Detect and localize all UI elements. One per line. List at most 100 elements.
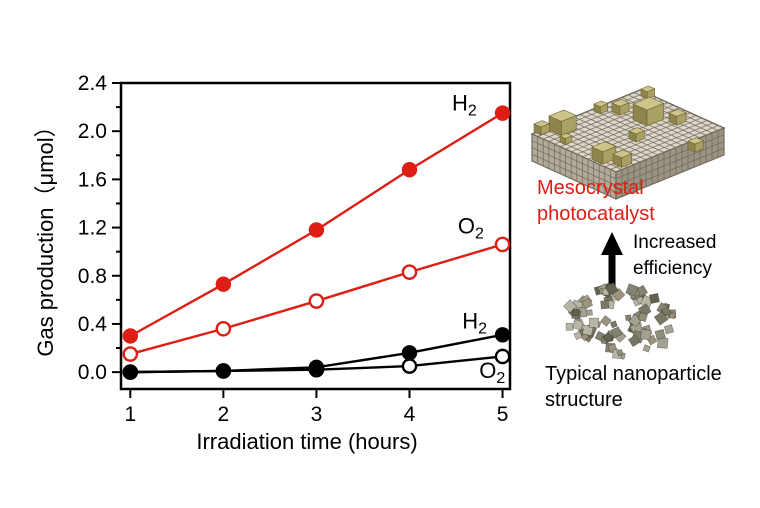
data-point — [494, 327, 511, 343]
increased-efficiency-caption: Increased efficiency — [633, 230, 716, 282]
cube-top-face — [593, 100, 609, 108]
data-point — [494, 236, 511, 253]
cube-top-face — [611, 98, 630, 107]
nanoparticle-cube — [625, 283, 639, 297]
data-point — [308, 359, 325, 376]
slab-grid-line — [531, 140, 617, 180]
cube-top-face — [628, 127, 646, 135]
slab-grid-line — [537, 131, 623, 170]
nanoparticle-cube — [604, 282, 619, 296]
series-label-h2-mesocrystal: H2 — [452, 90, 477, 119]
mesocrystal-cube — [632, 96, 665, 127]
mesocrystal-cube — [591, 141, 617, 165]
nanoparticle-cube — [582, 324, 594, 337]
nanoparticle-cube — [609, 320, 618, 329]
nanoparticle-cube — [610, 326, 623, 339]
data-point — [215, 276, 232, 292]
nanoparticle-cube — [668, 312, 676, 320]
nanoparticle-cube — [654, 328, 666, 341]
slab-grid-line — [579, 114, 665, 153]
nanoparticle-caption: Typical nanoparticle structure — [545, 361, 722, 413]
slab-grid-line — [591, 109, 677, 148]
data-point — [401, 162, 418, 178]
mesocrystal-cube — [533, 120, 551, 136]
nanoparticle-cube — [663, 324, 675, 335]
data-point — [215, 363, 232, 379]
y-tick-label: 0.8 — [78, 265, 107, 288]
axis-ticks — [112, 82, 504, 398]
y-tick-label: 2.4 — [78, 72, 108, 95]
data-point — [401, 345, 418, 361]
nanoparticle-caption-line1: Typical nanoparticle — [545, 363, 722, 385]
slab-grid-line — [531, 153, 617, 193]
series-label-o2-nanoparticle: O2 — [479, 358, 505, 387]
nanoparticle-cube — [642, 344, 651, 353]
series-markers-mesocrystal-h2 — [122, 105, 511, 344]
data-point — [494, 348, 511, 365]
nanoparticle-cube — [565, 322, 574, 331]
cube-top-face — [533, 120, 551, 128]
mesocrystal-cube — [612, 149, 633, 168]
slab-grid-line — [615, 147, 725, 193]
mesocrystal-cube — [687, 137, 705, 153]
slab-grid-line — [585, 111, 671, 151]
cube-top-face — [591, 141, 617, 153]
x-tick-label: 3 — [311, 403, 323, 426]
series-label-o2-mesocrystal: O2 — [458, 213, 484, 242]
up-arrow-icon — [601, 232, 623, 289]
data-point — [122, 346, 139, 362]
mesocrystal-cube — [668, 108, 687, 126]
nanoparticle-cube — [586, 309, 593, 316]
y-axis-title: Gas production（μmol） — [33, 115, 58, 357]
cube-top-face — [687, 137, 705, 145]
nanoparticle-cube — [573, 330, 583, 341]
y-tick-label: 0.4 — [78, 313, 108, 336]
series-markers-nanoparticle-h2 — [122, 327, 511, 380]
series-markers-mesocrystal-o2 — [122, 236, 511, 362]
data-point — [122, 328, 139, 344]
data-point — [122, 364, 139, 380]
nanoparticle-cube — [571, 308, 581, 317]
nanoparticle-cube — [600, 300, 610, 310]
nanoparticle-cube — [572, 319, 584, 331]
cube-top-face — [668, 108, 687, 117]
nanoparticle-cube — [627, 334, 641, 348]
slab-grid-line — [615, 141, 725, 186]
slab-grid-line — [573, 116, 659, 156]
nanoparticle-cube — [653, 310, 669, 326]
mesocrystal-caption: Mesocrystal photocatalyst — [537, 175, 655, 227]
nanoparticle-cube — [616, 348, 624, 357]
mesocrystal-cube — [628, 127, 646, 143]
x-tick-label: 4 — [404, 403, 416, 426]
y-tick-label: 2.0 — [78, 120, 107, 143]
increased-efficiency-line1: Increased — [633, 232, 717, 253]
cube-top-face — [612, 149, 633, 159]
mesocrystal-illustration — [530, 85, 726, 200]
x-axis-title: Irradiation time (hours) — [196, 429, 418, 454]
slab-grid-line — [597, 106, 683, 146]
y-tick-label: 1.6 — [78, 168, 107, 191]
x-tick-label: 5 — [497, 403, 509, 426]
data-point — [308, 293, 325, 309]
nanoparticle-cube — [648, 292, 660, 304]
series-label-h2-nanoparticle: H2 — [462, 309, 487, 338]
slab-grid-line — [567, 118, 653, 158]
mesocrystal-caption-line1: Mesocrystal — [537, 177, 644, 199]
slab-grid-line — [531, 147, 617, 186]
mesocrystal-cube — [559, 133, 573, 145]
x-tick-label: 1 — [124, 403, 136, 426]
data-point — [308, 222, 325, 238]
cube-top-face — [559, 133, 573, 139]
y-tick-label: 1.2 — [78, 217, 107, 240]
mesocrystal-cube — [548, 109, 577, 136]
data-point — [494, 105, 511, 121]
mesocrystal-caption-line2: photocatalyst — [537, 203, 655, 225]
nanoparticle-cube — [639, 328, 652, 341]
cube-top-face — [640, 85, 656, 93]
nanoparticle-cube — [581, 297, 594, 310]
nanoparticle-cube — [589, 317, 599, 328]
nanoparticle-cube — [625, 314, 632, 321]
nanoparticle-cube — [628, 313, 642, 328]
